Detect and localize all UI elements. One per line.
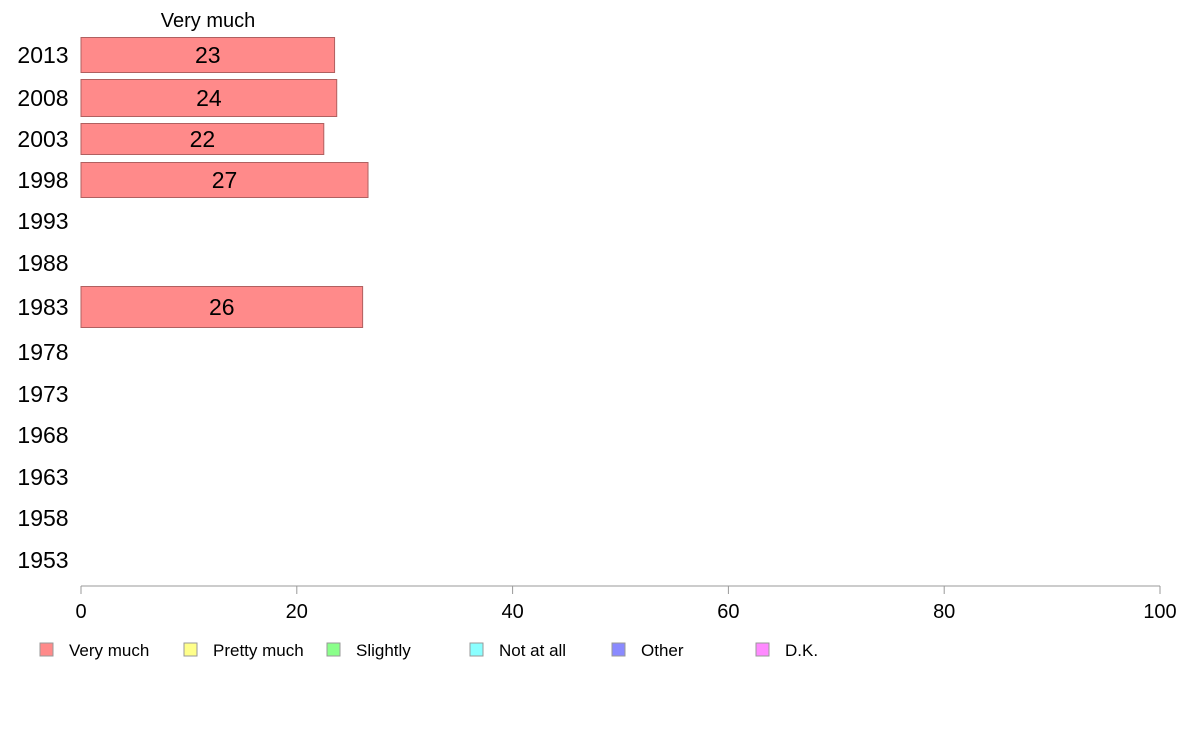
bar-1998 — [80, 162, 369, 198]
legend-label-d-k: D.K. — [785, 641, 818, 660]
year-label-2013: 2013 — [17, 42, 68, 68]
year-label-1953: 1953 — [17, 547, 68, 573]
x-tick-label-40: 40 — [501, 601, 523, 623]
legend-label-not-at-all: Not at all — [499, 641, 566, 660]
year-label-1968: 1968 — [17, 422, 68, 448]
year-label-1998: 1998 — [17, 167, 68, 193]
x-tick-label-20: 20 — [286, 601, 308, 623]
x-tick-label-60: 60 — [717, 601, 739, 623]
legend-label-very-much: Very much — [69, 641, 149, 660]
legend-label-slightly: Slightly — [356, 641, 411, 660]
year-label-1988: 1988 — [17, 250, 68, 276]
legend: Very much Pretty much Slightly Not at all Ot… — [39, 641, 818, 660]
bar-1983 — [80, 286, 364, 328]
legend-swatch-other — [611, 642, 626, 657]
bar-value-label-2013: 23 — [195, 42, 221, 68]
year-label-2003: 2003 — [17, 126, 68, 152]
bar-2013 — [80, 37, 336, 73]
year-label-1963: 1963 — [17, 464, 68, 490]
year-label-1973: 1973 — [17, 381, 68, 407]
x-tick-label-80: 80 — [933, 601, 955, 623]
legend-swatch-slightly — [326, 642, 341, 657]
bar-2003 — [80, 123, 325, 155]
x-axis: 0 20 40 60 80 100 — [75, 585, 1177, 623]
bar-value-label-1998: 27 — [212, 167, 238, 193]
year-label-1983: 1983 — [17, 294, 68, 320]
x-tick-label-100: 100 — [1143, 601, 1176, 623]
legend-swatch-pretty-much — [183, 642, 198, 657]
bars-group: 23 24 22 27 26 — [80, 37, 369, 328]
legend-label-pretty-much: Pretty much — [213, 641, 304, 660]
year-labels-group: 2013 2008 2003 1998 1993 1988 1983 1978 1973 1968… — [17, 42, 68, 573]
bar-value-label-2003: 22 — [190, 126, 216, 152]
year-label-2008: 2008 — [17, 85, 68, 111]
year-label-1993: 1993 — [17, 208, 68, 234]
year-label-1958: 1958 — [17, 505, 68, 531]
bar-value-label-1983: 26 — [209, 294, 235, 320]
x-tick-label-0: 0 — [75, 601, 86, 623]
legend-swatch-not-at-all — [469, 642, 484, 657]
legend-swatch-d-k — [755, 642, 770, 657]
legend-label-other: Other — [641, 641, 684, 660]
bar-2008 — [80, 79, 338, 117]
legend-swatch-very-much — [39, 642, 54, 657]
bar-value-label-2008: 24 — [196, 85, 222, 111]
series-header: Very much — [161, 10, 255, 32]
year-label-1978: 1978 — [17, 339, 68, 365]
